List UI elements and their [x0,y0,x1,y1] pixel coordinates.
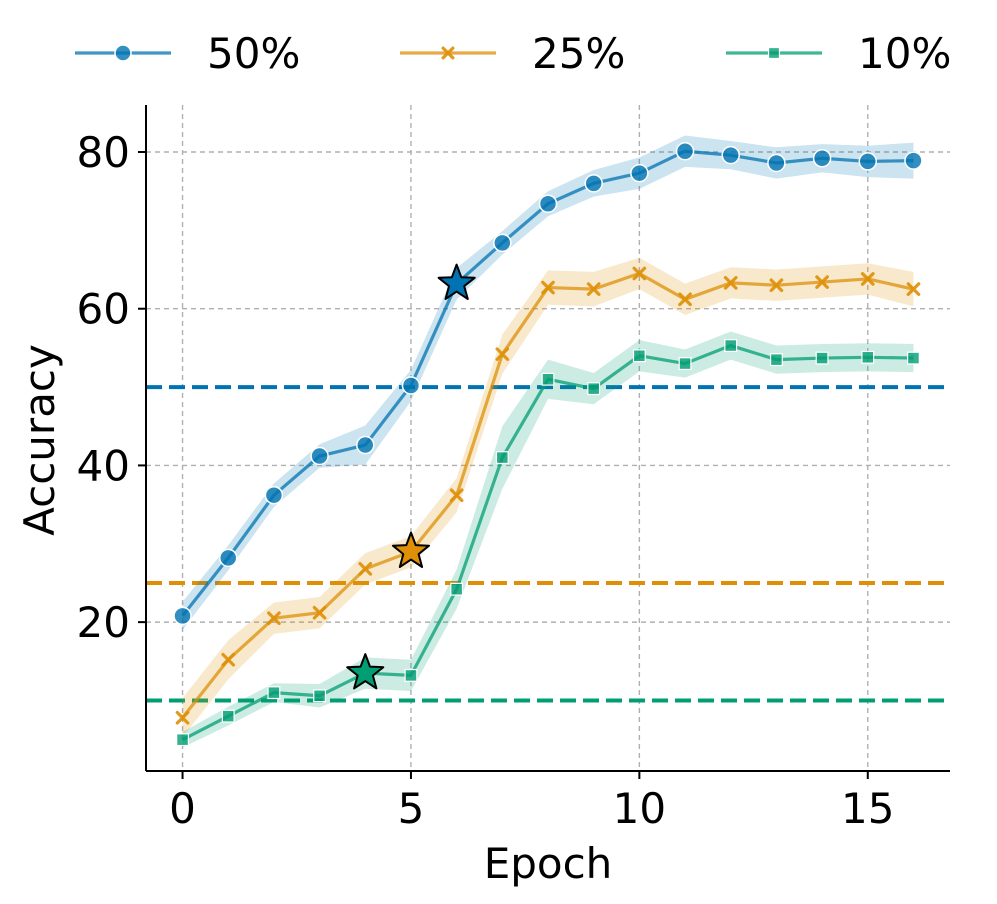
data-point-s0-2 [264,485,284,505]
data-point-s2-15 [861,350,875,364]
x-tick-label-0: 0 [169,784,196,833]
confidence-bands [182,135,914,748]
data-point-s2-7 [495,451,509,465]
data-point-s2-8 [541,372,555,386]
data-point-s1-8 [541,280,555,295]
data-point-s2-5 [404,668,418,682]
data-point-s2-16 [907,351,920,365]
series-line-2 [181,343,914,742]
legend-marker-2 [767,46,781,60]
star-markers [346,263,476,690]
data-point-s1-12 [723,276,738,290]
data-point-s0-9 [584,174,603,193]
series-lines [181,149,914,742]
data-point-s1-4 [358,561,373,576]
data-point-s0-8 [538,194,558,213]
band-1 [182,257,914,738]
series-markers [173,141,923,747]
legend-label-1: 25% [532,29,625,78]
series-line-1 [181,271,914,719]
data-point-s0-12 [721,145,740,165]
data-point-s0-0 [173,606,192,626]
legend: 50% 25% 10% [75,29,951,78]
data-point-s2-14 [815,351,829,365]
data-point-s2-0 [176,733,189,747]
data-point-s0-16 [904,151,923,170]
data-point-s2-11 [678,357,692,371]
data-point-s2-9 [587,382,601,396]
data-point-s0-1 [218,548,238,568]
y-axis-label: Accuracy [15,344,64,536]
axes [145,105,950,772]
data-point-s2-6 [450,582,464,596]
tick-labels: 0 5 10 15 20 40 60 80 [77,128,895,833]
data-point-s1-10 [632,266,647,281]
data-point-s1-7 [495,347,510,362]
x-tick-label-1: 5 [398,784,425,833]
data-point-s2-1 [221,709,235,723]
y-tick-label-0: 20 [77,598,130,647]
star-marker-2 [346,653,385,690]
x-tick-label-3: 15 [841,784,894,833]
data-point-s1-14 [815,275,829,289]
data-point-s2-13 [769,353,783,367]
x-axis-label: Epoch [484,839,613,888]
data-point-s0-15 [858,152,878,171]
data-point-s1-6 [449,488,464,503]
data-point-s2-10 [632,349,646,363]
data-point-s1-9 [586,282,601,296]
data-point-s1-0 [175,710,190,725]
data-point-s1-2 [267,611,281,626]
data-point-s0-14 [812,149,832,168]
x-tick-label-2: 10 [613,784,666,833]
data-point-s2-2 [267,686,281,700]
data-point-s1-15 [860,272,875,286]
data-point-s0-13 [767,153,786,173]
legend-label-0: 50% [207,29,300,78]
data-point-s2-12 [724,339,738,352]
data-point-s0-4 [356,435,375,455]
data-point-s0-5 [401,376,421,395]
data-point-s1-3 [312,605,327,620]
data-point-s1-13 [769,278,784,293]
y-tick-label-2: 60 [77,285,130,334]
data-point-s2-3 [313,689,327,703]
data-point-s1-11 [678,292,692,307]
legend-marker-1 [441,46,455,60]
band-2 [182,331,914,748]
y-tick-label-1: 40 [77,441,130,490]
star-marker-1 [391,531,430,568]
y-tick-label-3: 80 [77,128,130,177]
threshold-lines [146,385,950,703]
data-point-s1-1 [221,652,236,667]
data-point-s0-3 [310,446,329,466]
data-point-s1-16 [906,282,921,296]
star-marker-0 [437,263,476,300]
legend-label-2: 10% [858,29,951,78]
data-point-s0-7 [493,233,512,253]
legend-marker-0 [114,44,132,62]
data-point-s0-10 [630,163,649,183]
data-point-s0-11 [675,141,695,161]
